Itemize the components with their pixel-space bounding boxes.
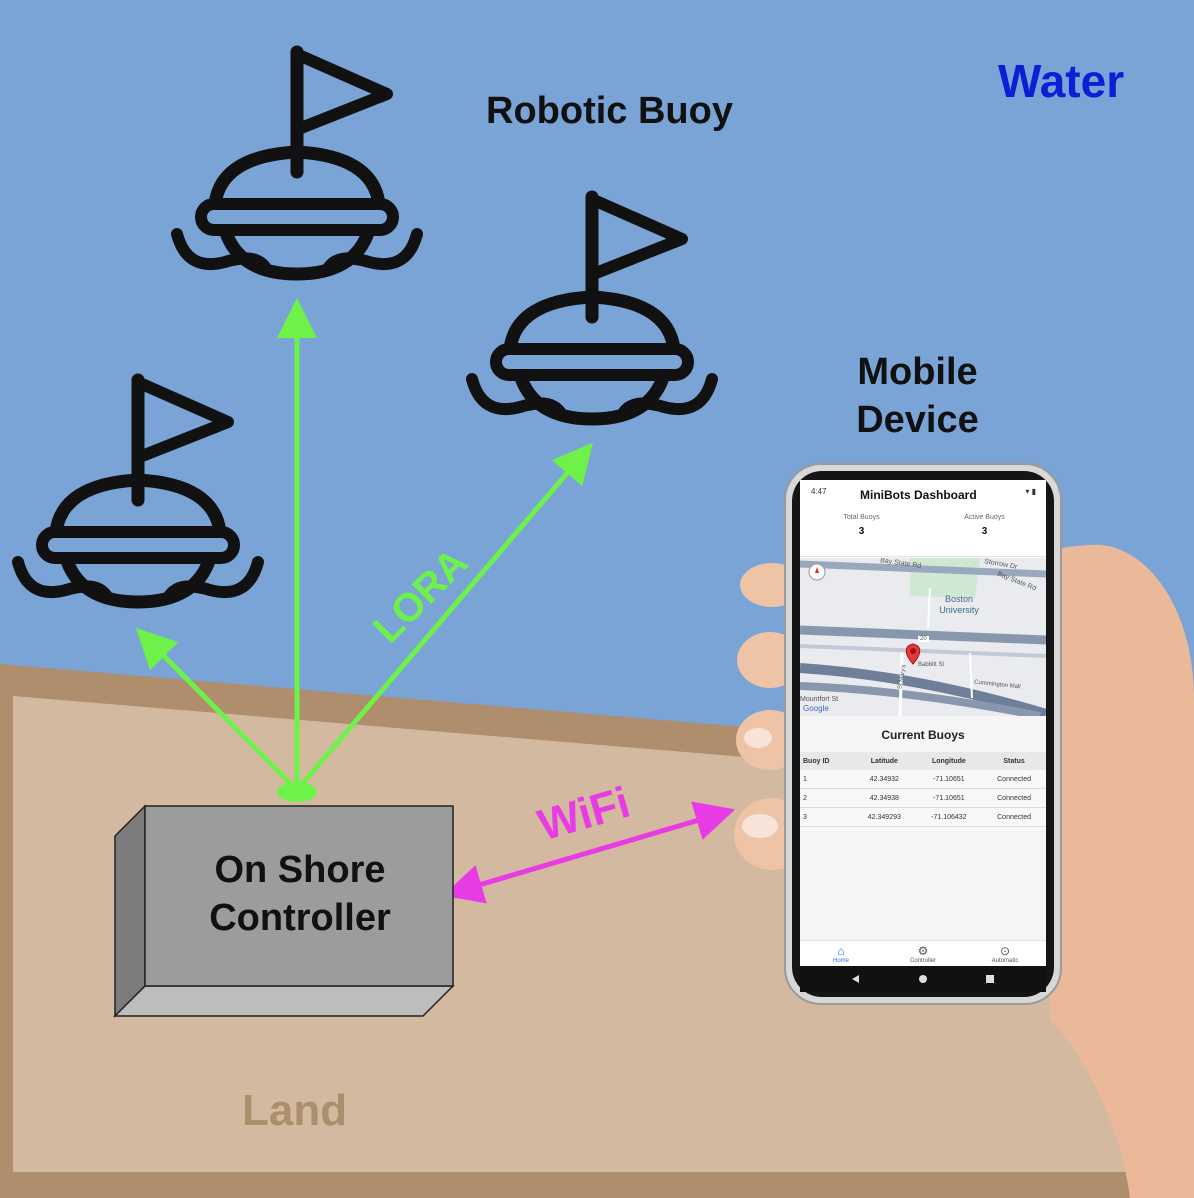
lora-arrow-right (295, 442, 593, 792)
nav-home[interactable]: ⌂ Home (800, 941, 882, 966)
status-time: 4:47 (811, 487, 827, 496)
wifi-arrow (442, 801, 736, 904)
map-label-babbitt: Babbitt St (918, 662, 945, 668)
col-latitude: Latitude (853, 752, 916, 770)
buoy-id-cell: 2 (800, 788, 854, 808)
recents-icon[interactable] (986, 975, 994, 983)
back-icon[interactable] (852, 975, 859, 983)
home-icon: ⌂ (837, 944, 845, 958)
google-logo: Google (803, 704, 829, 713)
latitude-cell: 42.34938 (853, 788, 916, 808)
buoy-top-icon (177, 52, 417, 274)
wifi-battery-icon: ▾ ▮ (1025, 487, 1036, 496)
app-header: 4:47 MiniBots Dashboard ▾ ▮ (800, 480, 1046, 506)
nav-controller[interactable]: ⚙ Controller (882, 941, 964, 966)
table-row[interactable]: 1 42.34932 -71.10651 Connected (800, 770, 1046, 789)
col-longitude: Longitude (915, 752, 983, 770)
home-circle-icon[interactable] (919, 975, 927, 983)
longitude-cell: -71.10651 (915, 770, 983, 789)
buoys-table: Buoy ID Latitude Longitude Status 1 42.3… (800, 752, 1046, 827)
lora-links (135, 298, 593, 792)
col-buoy-id: Buoy ID (800, 752, 854, 770)
total-buoys-label: Total Buoys (843, 514, 880, 521)
table-header-row: Buoy ID Latitude Longitude Status (800, 752, 1046, 770)
buoy-left-icon (18, 380, 258, 602)
status-cell: Connected (982, 807, 1046, 827)
land-label: Land (242, 1086, 348, 1135)
active-buoys-label: Active Buoys (964, 514, 1005, 521)
latitude-cell: 42.349293 (853, 807, 916, 827)
gear-icon: ⚙ (917, 944, 929, 958)
total-buoys-value: 3 (858, 526, 865, 537)
longitude-cell: -71.106432 (915, 807, 983, 827)
controller-label: On Shore Controller (209, 849, 391, 939)
nav-controller-label: Controller (909, 958, 936, 964)
lora-hub (277, 782, 317, 802)
status-cell: Connected (982, 788, 1046, 808)
current-buoys-title: Current Buoys (881, 728, 965, 742)
active-buoys-value: 3 (981, 526, 988, 537)
buoy-right-icon (472, 197, 712, 419)
nav-automatic[interactable]: ⊙ Automatic (964, 941, 1046, 966)
phone-screen: 4:47 MiniBots Dashboard ▾ ▮ Total Buoys … (800, 480, 1046, 966)
app-title: MiniBots Dashboard (860, 488, 977, 502)
total-buoys-card: Total Buoys 3 (800, 506, 923, 556)
on-shore-controller (113, 804, 455, 1018)
location-pin-icon: ⊙ (999, 944, 1011, 958)
map-label-mountfort: Mountfort St (800, 696, 839, 703)
table-row[interactable]: 2 42.34938 -71.10651 Connected (800, 788, 1046, 808)
buoy-summary: Total Buoys 3 Active Buoys 3 (800, 506, 1046, 557)
nav-home-label: Home (832, 958, 849, 964)
nav-automatic-label: Automatic (991, 958, 1019, 964)
latitude-cell: 42.34932 (853, 770, 916, 789)
bottom-navigation: ⌂ Home ⚙ Controller ⊙ Automatic (800, 940, 1046, 966)
robotic-buoy-label: Robotic Buoy (486, 90, 733, 132)
buoy-id-cell: 3 (800, 807, 854, 827)
map-label-university: Boston University (939, 594, 979, 615)
table-row[interactable]: 3 42.349293 -71.106432 Connected (800, 807, 1046, 827)
longitude-cell: -71.10651 (915, 788, 983, 808)
map-label-route: 20 (918, 636, 929, 642)
map-view[interactable]: Bay State Rd Storrow Dr Bay State Rd Bos… (800, 558, 1046, 716)
lora-arrow-left (135, 627, 299, 792)
status-cell: Connected (982, 770, 1046, 789)
buoy-id-cell: 1 (800, 770, 854, 789)
active-buoys-card: Active Buoys 3 (923, 506, 1046, 556)
mobile-device-label: Mobile Device (856, 351, 979, 441)
col-status: Status (982, 752, 1046, 770)
water-label: Water (998, 55, 1125, 107)
